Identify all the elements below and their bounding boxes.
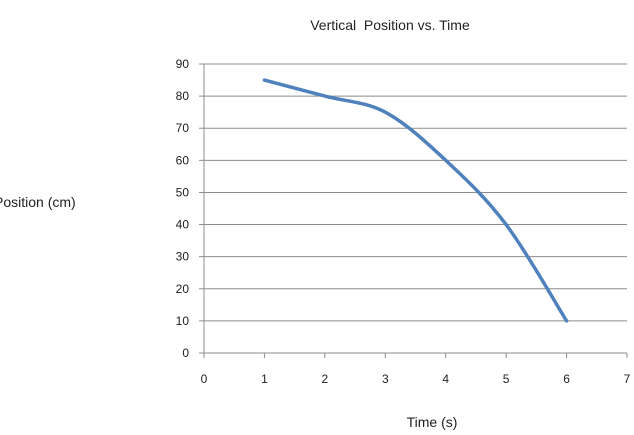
y-tick-labels: 0 10 20 30 40 50 60 70 80 90: [176, 57, 190, 360]
y-tick-label-30: 30: [176, 250, 190, 264]
x-tick-label-0: 0: [201, 372, 208, 386]
x-axis-label: Time (s): [407, 414, 458, 430]
gridlines: [204, 63, 627, 322]
y-tick-label-90: 90: [176, 57, 190, 71]
chart-title: Vertical Position vs. Time: [310, 17, 470, 33]
data-series: [262, 78, 569, 323]
y-tick-label-0: 0: [182, 346, 189, 360]
x-tick-label-6: 6: [563, 372, 570, 386]
x-tick-label-1: 1: [261, 372, 268, 386]
y-tick-label-60: 60: [176, 153, 190, 167]
x-tick-labels: 0 1 2 3 4 5 6 7: [201, 372, 631, 386]
y-tick-label-50: 50: [176, 185, 190, 199]
x-tick-label-4: 4: [442, 372, 449, 386]
y-tick-label-20: 20: [176, 282, 190, 296]
y-tick-label-10: 10: [176, 314, 190, 328]
x-tick-label-5: 5: [503, 372, 510, 386]
y-tick-label-40: 40: [176, 218, 190, 232]
x-tick-label-3: 3: [382, 372, 389, 386]
y-axis-label: Position (cm): [0, 194, 76, 210]
series-line-0: [262, 78, 569, 323]
x-tick-label-7: 7: [624, 372, 631, 386]
y-tick-label-70: 70: [176, 121, 190, 135]
plot-axes: [199, 63, 628, 358]
y-tick-label-80: 80: [176, 89, 190, 103]
x-tick-label-2: 2: [322, 372, 329, 386]
